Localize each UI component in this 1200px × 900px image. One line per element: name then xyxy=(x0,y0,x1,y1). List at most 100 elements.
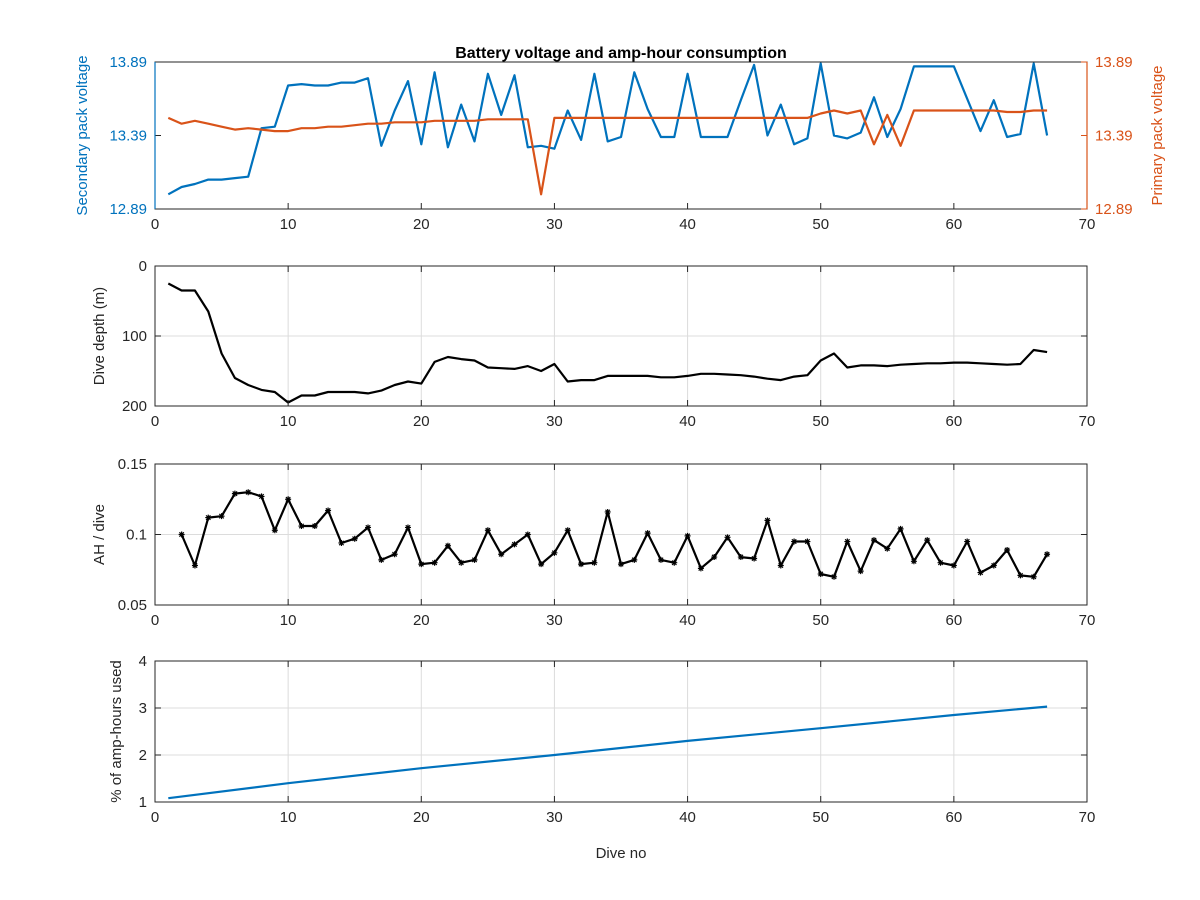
data-point xyxy=(937,559,944,566)
data-point xyxy=(231,490,238,497)
x-tick-label: 70 xyxy=(1079,612,1096,629)
data-point xyxy=(671,559,678,566)
x-tick-label: 20 xyxy=(413,809,430,826)
chart-title: Battery voltage and amp-hour consumption xyxy=(455,45,787,62)
data-point xyxy=(684,532,691,539)
data-point xyxy=(764,517,771,524)
data-point xyxy=(245,489,252,496)
data-point xyxy=(1017,572,1024,579)
data-point xyxy=(391,551,398,558)
panel-4 xyxy=(154,660,1088,803)
right-y-tick-label: 13.39 xyxy=(1095,128,1133,145)
right-y-axis-label: Primary pack voltage xyxy=(1149,65,1166,205)
x-tick-label: 10 xyxy=(280,809,297,826)
data-point xyxy=(498,551,505,558)
data-point xyxy=(578,561,585,568)
x-tick-label: 0 xyxy=(151,413,159,430)
data-point xyxy=(511,541,518,548)
data-point xyxy=(258,493,265,500)
x-tick-label: 70 xyxy=(1079,216,1096,233)
data-point xyxy=(418,561,425,568)
data-point xyxy=(178,531,185,538)
x-tick-label: 20 xyxy=(413,612,430,629)
data-point xyxy=(191,562,198,569)
data-point xyxy=(564,527,571,534)
x-tick-label: 10 xyxy=(280,612,297,629)
y-tick-label: 200 xyxy=(122,398,147,415)
data-point xyxy=(551,549,558,556)
x-tick-label: 60 xyxy=(946,216,963,233)
data-point xyxy=(924,537,931,544)
data-point xyxy=(751,555,758,562)
y-tick-label: 0.1 xyxy=(126,527,147,544)
data-point xyxy=(897,525,904,532)
data-point xyxy=(737,554,744,561)
x-tick-label: 10 xyxy=(280,216,297,233)
data-point xyxy=(697,565,704,572)
data-point xyxy=(884,545,891,552)
series-line-2 xyxy=(167,109,1048,196)
x-tick-label: 40 xyxy=(679,216,696,233)
data-point xyxy=(631,556,638,563)
x-tick-label: 0 xyxy=(151,809,159,826)
data-point xyxy=(857,568,864,575)
y-tick-label: 12.89 xyxy=(109,201,147,218)
data-point xyxy=(604,508,611,515)
data-point xyxy=(950,562,957,569)
plot-frame xyxy=(154,660,1088,803)
y-tick-label: 13.39 xyxy=(109,128,147,145)
y-axis-label: % of amp-hours used xyxy=(108,660,125,803)
data-point xyxy=(1030,573,1037,580)
x-tick-label: 0 xyxy=(151,216,159,233)
data-point xyxy=(618,561,624,568)
x-tick-label: 50 xyxy=(812,216,829,233)
x-tick-label: 20 xyxy=(413,413,430,430)
y-tick-label: 4 xyxy=(139,653,147,670)
x-tick-label: 40 xyxy=(679,809,696,826)
x-tick-label: 30 xyxy=(546,809,563,826)
data-point xyxy=(644,530,651,537)
data-point xyxy=(365,524,372,531)
y-tick-label: 0.15 xyxy=(118,456,147,473)
data-point xyxy=(298,523,305,530)
series-line-1 xyxy=(167,62,1049,196)
data-point xyxy=(990,562,997,569)
data-point xyxy=(1004,547,1011,554)
x-tick-label: 70 xyxy=(1079,809,1096,826)
data-point xyxy=(285,496,292,503)
series-line-1 xyxy=(180,491,1049,578)
data-point xyxy=(964,538,971,545)
data-point xyxy=(351,535,358,542)
data-point xyxy=(311,523,318,530)
data-point xyxy=(817,570,824,577)
data-point xyxy=(404,524,411,531)
data-point xyxy=(538,561,545,568)
series-line-1 xyxy=(168,705,1048,800)
data-point xyxy=(444,542,451,549)
data-point xyxy=(977,569,984,576)
data-point xyxy=(657,556,664,563)
panel-1 xyxy=(154,61,1088,210)
x-tick-label: 50 xyxy=(812,809,829,826)
x-tick-label: 10 xyxy=(280,413,297,430)
y-axis-label: AH / dive xyxy=(91,504,108,565)
data-point xyxy=(711,554,718,561)
x-tick-label: 60 xyxy=(946,809,963,826)
y-tick-label: 100 xyxy=(122,328,147,345)
panel-2 xyxy=(154,265,1088,407)
data-point xyxy=(271,527,278,534)
y-tick-label: 3 xyxy=(139,700,147,717)
y-tick-label: 1 xyxy=(139,794,147,811)
data-point xyxy=(431,559,438,566)
data-point xyxy=(205,514,212,521)
data-point xyxy=(524,531,531,538)
data-point xyxy=(378,556,385,563)
data-point xyxy=(1044,551,1051,558)
x-tick-label: 20 xyxy=(413,216,430,233)
x-tick-label: 70 xyxy=(1079,413,1096,430)
data-point xyxy=(325,507,332,514)
x-tick-label: 0 xyxy=(151,612,159,629)
x-tick-label: 50 xyxy=(812,612,829,629)
data-point xyxy=(484,527,491,534)
